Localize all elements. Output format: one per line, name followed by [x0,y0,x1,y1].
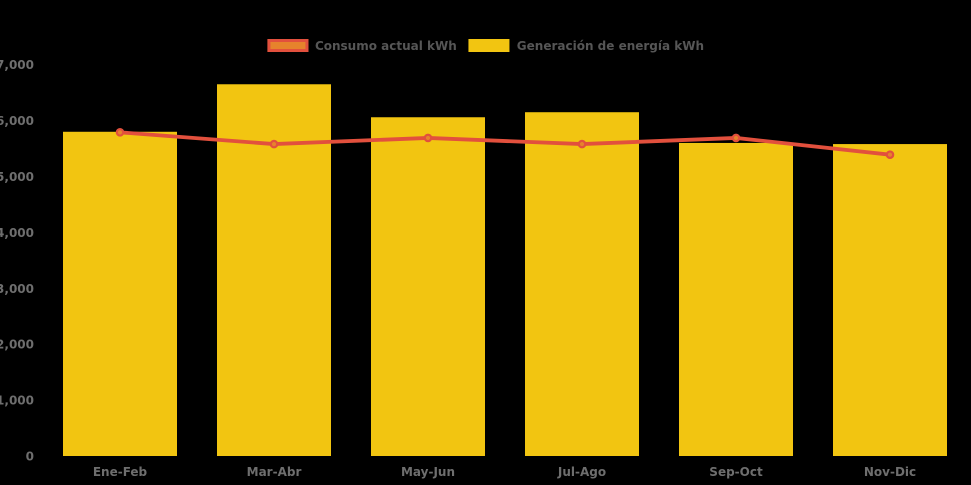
consumo-point-ene-feb[interactable] [115,128,125,137]
y-axis-tick-label: 6,000 [0,114,34,128]
y-axis-tick-label: 3,000 [0,282,34,296]
y-axis-tick-label: 2,000 [0,338,34,352]
chart-legend: Consumo actual kWh Generación de energía… [266,38,705,53]
x-axis-label-nov-dic: Nov-Dic [864,465,916,479]
consumo-point-may-jun[interactable] [423,133,433,143]
consumo-point-nov-dic[interactable] [885,150,895,159]
y-axis-tick-label: 4,000 [0,226,34,240]
consumo-swatch-icon [266,39,308,52]
y-axis-tick-label: 5,000 [0,170,34,184]
consumo-line [118,130,892,157]
bar-sep-oct[interactable] [679,142,793,456]
y-axis-tick-label: 7,000 [0,58,34,72]
y-axis-tick-label: 0 [26,450,34,464]
x-axis-label-ene-feb: Ene-Feb [93,465,148,479]
legend-label-consumo: Consumo actual kWh [314,38,457,53]
x-axis-label-sep-oct: Sep-Oct [709,465,763,479]
consumo-point-mar-abr[interactable] [269,139,279,149]
generacion-swatch-icon [468,39,510,52]
consumo-point-jul-ago[interactable] [577,139,587,149]
consumo-point-sep-oct[interactable] [731,133,741,143]
legend-item-consumo[interactable]: Consumo actual kWh [266,38,457,53]
legend-item-generacion[interactable]: Generación de energía kWh [468,38,705,53]
x-axis-label-jul-ago: Jul-Ago [557,465,606,479]
bar-ene-feb[interactable] [63,131,177,456]
bar-nov-dic[interactable] [833,144,947,456]
legend-label-generacion: Generación de energía kWh [516,38,705,53]
x-axis-label-may-jun: May-Jun [401,465,455,479]
y-axis-tick-label: 1,000 [0,394,34,408]
bar-jul-ago[interactable] [525,112,639,456]
x-axis-label-mar-abr: Mar-Abr [247,465,302,479]
bar-may-jun[interactable] [371,117,485,456]
